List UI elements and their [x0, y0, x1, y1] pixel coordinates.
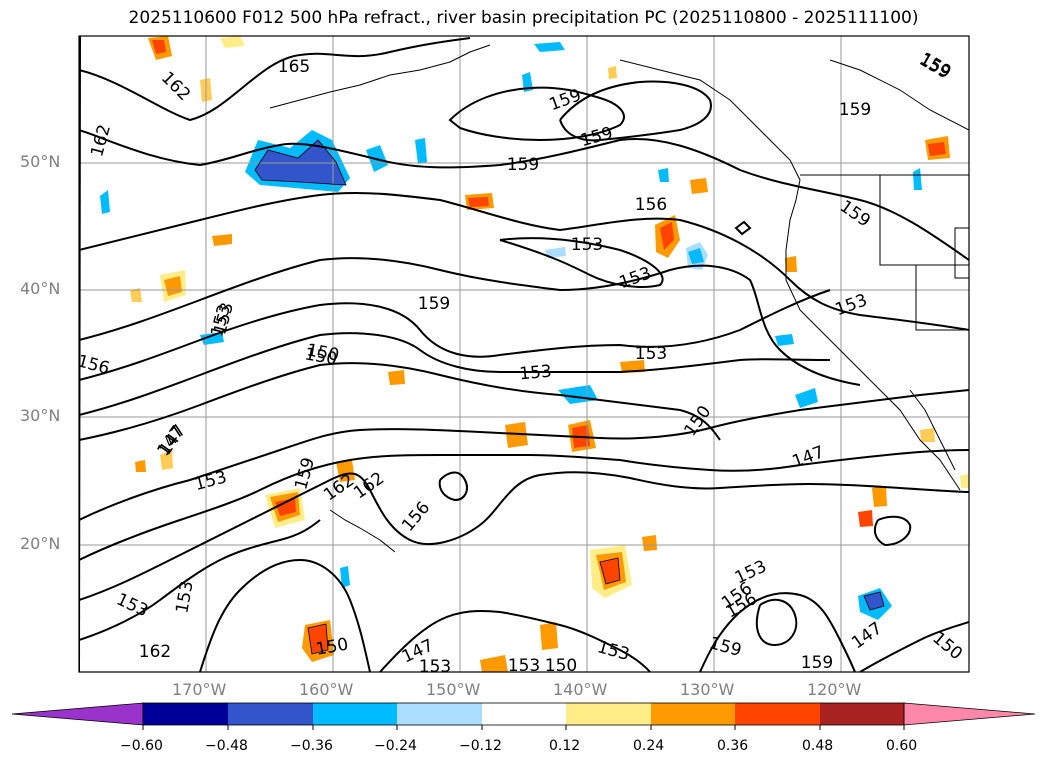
contour-label: 147 — [848, 618, 886, 653]
colorbar-tick-label: −0.24 — [374, 738, 417, 754]
colorbar-tick-label: 0.48 — [802, 738, 834, 754]
lat-label: 30°N — [20, 406, 61, 425]
lon-label: 150°W — [426, 680, 481, 699]
contour-label: 162 — [87, 122, 115, 159]
contour-label: 153 — [207, 302, 235, 339]
colorbar-tick-label: −0.12 — [459, 738, 502, 754]
contour-label: 165 — [278, 57, 310, 77]
contour-label: 153 — [595, 637, 632, 665]
contour-label: 162 — [157, 68, 194, 105]
lon-label: 140°W — [553, 680, 608, 699]
colorbar-tick-label: 0.36 — [717, 738, 749, 754]
contour-label: 153 — [519, 362, 553, 385]
precipitation-shading — [100, 36, 969, 672]
map-frame — [78, 35, 970, 673]
contour-label: 159 — [839, 100, 871, 120]
contour-label: 159 — [547, 85, 584, 115]
map-grid — [79, 36, 969, 672]
colorbar-segment — [313, 703, 397, 725]
refractivity-contours — [79, 36, 969, 672]
contour-label: 159 — [801, 653, 833, 673]
colorbar-right-extend — [903, 702, 1036, 726]
lon-label: 160°W — [299, 680, 354, 699]
colorbar-tick-label: 0.24 — [633, 738, 665, 754]
colorbar-tick-label: −0.48 — [205, 738, 248, 754]
contour-label: 162 — [139, 642, 171, 662]
contour-label: 159 — [915, 50, 953, 84]
colorbar-tick-label: −0.60 — [120, 738, 163, 754]
colorbar-tick-label: 0.60 — [886, 738, 918, 754]
contour-label: 153 — [172, 579, 197, 614]
contour-label: 153 — [192, 467, 229, 495]
contour-label: 153 — [732, 557, 770, 589]
contour-label: 156 — [75, 351, 112, 379]
contour-label: 150 — [680, 402, 715, 440]
map-title: 2025110600 F012 500 hPa refract., river … — [128, 8, 919, 28]
lon-label: 170°W — [172, 680, 227, 699]
lon-label: 130°W — [680, 680, 735, 699]
contour-label: 150 — [545, 656, 577, 676]
colorbar-segment — [228, 703, 313, 725]
lat-label: 20°N — [20, 534, 61, 553]
precip-outlines — [254, 139, 885, 655]
contour-label: 159 — [707, 633, 744, 661]
contour-label: 159 — [418, 294, 450, 314]
colorbar-segment — [566, 703, 651, 725]
contour-label: 147 — [790, 442, 827, 472]
contour-label: 153 — [419, 657, 451, 677]
colorbar-segment — [820, 703, 904, 725]
lon-label: 120°W — [807, 680, 862, 699]
contour-label: 156 — [635, 195, 667, 215]
contour-label: 153 — [635, 344, 667, 364]
colorbar-segment — [651, 703, 735, 725]
contour-label: 156 — [398, 498, 434, 536]
contour-label: 153 — [571, 235, 603, 255]
colorbar-segment — [143, 703, 228, 725]
contour-label: 153 — [508, 656, 540, 676]
coastline — [269, 44, 969, 553]
contour-label: 150 — [314, 634, 349, 659]
contour-label: 159 — [507, 155, 539, 175]
contour-label: 159 — [578, 123, 615, 151]
colorbar-tick-label: 0.12 — [549, 738, 581, 754]
colorbar-tick-label: −0.36 — [290, 738, 333, 754]
colorbar — [11, 702, 1036, 730]
colorbar-left-extend — [11, 702, 144, 726]
colorbar-segment — [735, 703, 820, 725]
colorbar-segment — [397, 703, 482, 725]
contour-label: 153 — [617, 263, 654, 293]
contour-label-group: 165 162 162 162 159 159 159 159 159 159 … — [75, 49, 966, 677]
lat-label: 50°N — [20, 152, 61, 171]
lat-label: 40°N — [20, 279, 61, 298]
colorbar-segment — [482, 703, 566, 725]
